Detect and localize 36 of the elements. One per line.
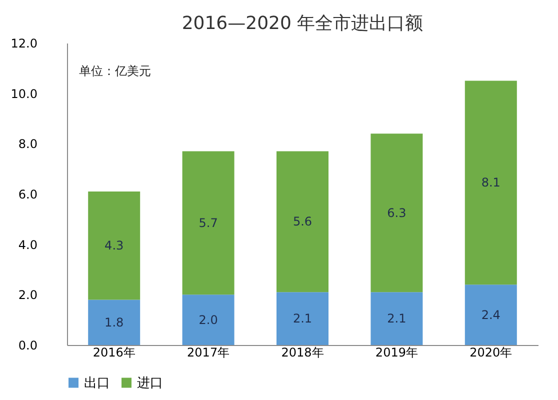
data-label: 5.7 — [198, 216, 218, 230]
chart-title: 2016—2020 年全市进出口额 — [182, 13, 424, 34]
bar — [182, 151, 234, 295]
x-tick-label: 2019年 — [375, 346, 418, 360]
bar — [276, 292, 328, 345]
x-tick-label: 2020年 — [470, 346, 512, 360]
legend-label: 出口 — [84, 376, 110, 391]
annotation: 单位：亿美元 — [79, 64, 151, 78]
data-label: 6.3 — [387, 206, 406, 220]
data-label: 2.1 — [387, 312, 406, 326]
data-label: 2.0 — [198, 312, 218, 327]
data-label: 4.3 — [104, 238, 124, 253]
bar — [370, 292, 423, 345]
y-tick-label: 2.0 — [18, 288, 38, 302]
data-label: 2.1 — [292, 312, 312, 326]
bar — [276, 151, 328, 292]
data-label: 2.4 — [481, 308, 500, 322]
y-tick-label: 8.0 — [18, 137, 38, 152]
data-label: 1.8 — [104, 315, 124, 330]
y-tick-label: 10.0 — [10, 86, 38, 101]
y-tick-label: 6.0 — [18, 188, 38, 202]
data-label: 5.6 — [292, 214, 312, 229]
bar — [88, 300, 140, 345]
data-label: 8.1 — [481, 176, 500, 190]
x-tick-label: 2017年 — [187, 346, 230, 360]
bar — [182, 294, 234, 345]
y-tick-label: 0.0 — [18, 338, 38, 352]
bar — [88, 191, 140, 300]
bar — [464, 284, 517, 345]
bar — [464, 80, 517, 285]
x-tick-label: 2018年 — [281, 346, 324, 360]
y-tick-label: 4.0 — [18, 238, 38, 252]
bar — [370, 134, 423, 292]
legend-label: 进口 — [137, 376, 163, 391]
x-tick-label: 2016年 — [92, 346, 136, 360]
y-tick-label: 12.0 — [10, 36, 38, 50]
